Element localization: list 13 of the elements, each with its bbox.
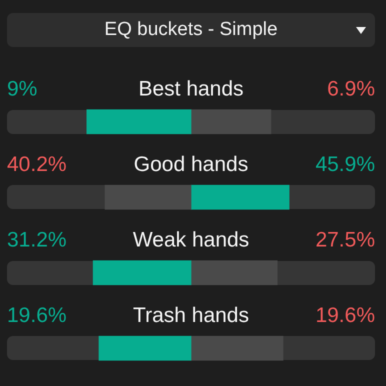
category-label: Good hands	[134, 153, 248, 176]
data-label: 19.6%	[315, 304, 375, 328]
data-label: 40.2%	[7, 153, 67, 176]
text: EQ buckets - Simple	[104, 19, 278, 40]
data-label: 6.9%	[327, 78, 375, 101]
category-label: Weak hands	[132, 228, 250, 252]
category-label: Best hands	[138, 78, 244, 101]
data-label: 45.9%	[315, 153, 375, 176]
data-label: 9%	[7, 78, 38, 101]
data-label: 31.2%	[7, 228, 67, 252]
category-label: Trash hands	[133, 304, 249, 328]
data-label: 19.6%	[7, 304, 67, 328]
data-label: 27.5%	[315, 228, 375, 252]
